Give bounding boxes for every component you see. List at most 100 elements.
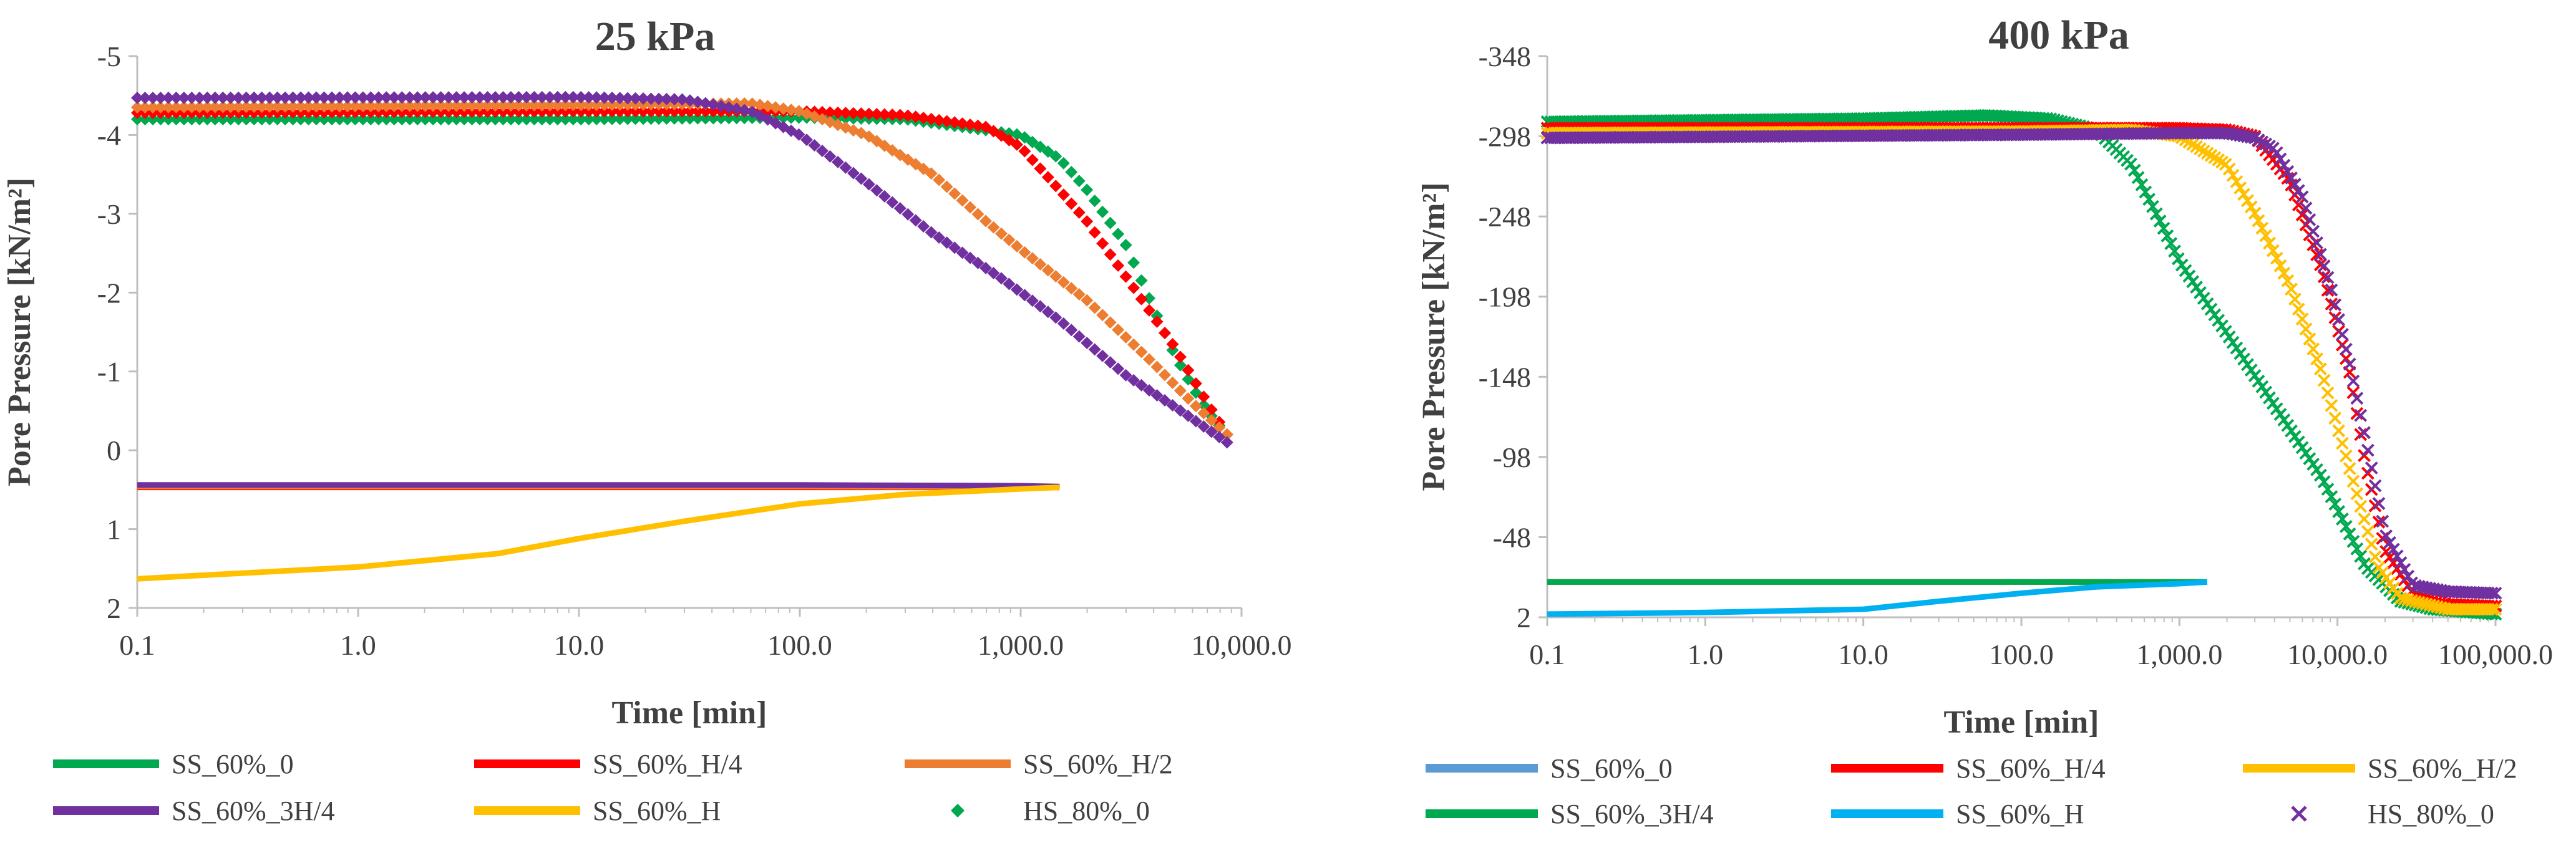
diamond-marker <box>761 100 774 113</box>
diamond-marker <box>504 90 517 104</box>
x-marker <box>2292 302 2305 316</box>
diamond-marker <box>520 99 533 112</box>
diamond-marker <box>1088 195 1101 208</box>
diamond-marker <box>909 110 922 123</box>
x-marker <box>2131 171 2145 185</box>
diamond-marker <box>263 91 276 104</box>
diamond-marker <box>146 113 159 126</box>
diamond-marker <box>528 113 541 126</box>
diamond-marker <box>933 113 946 127</box>
legend-label: SS_60%_H/2 <box>2368 753 2517 784</box>
diamond-marker <box>512 90 525 104</box>
x-marker <box>2321 386 2335 400</box>
x-marker <box>2346 374 2360 388</box>
diamond-marker <box>660 92 673 105</box>
x-marker <box>2313 258 2327 271</box>
x-tick-label: 100.0 <box>767 629 832 661</box>
legend-swatch <box>951 804 965 817</box>
diamond-marker <box>621 92 634 105</box>
diamond-marker <box>566 99 580 112</box>
diamond-marker <box>208 113 221 126</box>
diamond-marker <box>1135 274 1148 287</box>
x-marker <box>2317 373 2331 387</box>
legend-item: SS_60%_3H/4 <box>1426 799 1714 829</box>
chart-title: 400 kPa <box>1988 12 2129 58</box>
x-marker <box>2368 479 2382 493</box>
diamond-marker <box>1034 162 1047 175</box>
diamond-marker <box>1096 349 1109 362</box>
diamond-marker <box>396 91 409 104</box>
diamond-marker <box>465 99 479 112</box>
diamond-marker <box>987 266 1000 279</box>
diamond-marker <box>956 194 969 207</box>
x-marker <box>2313 248 2327 261</box>
diamond-marker <box>559 90 572 104</box>
x-marker <box>2310 236 2323 249</box>
diamond-marker <box>738 112 751 125</box>
diamond-marker <box>839 161 852 174</box>
diamond-marker <box>1119 369 1132 382</box>
chart-1: 400 kPa -348 -298 -248 -198 -148 -98 -48 2 0.1 1.0… <box>1416 12 2553 829</box>
diamond-marker <box>769 101 782 114</box>
diamond-marker <box>629 92 642 105</box>
diamond-marker <box>637 112 650 125</box>
x-marker <box>2394 556 2408 569</box>
x-marker <box>2379 545 2393 559</box>
x-marker <box>2124 157 2137 171</box>
diamond-marker <box>1065 282 1078 295</box>
diamond-marker <box>824 106 837 119</box>
x-marker <box>2313 362 2327 376</box>
diamond-marker <box>785 111 798 124</box>
diamond-marker <box>831 155 844 168</box>
diamond-marker <box>847 107 860 120</box>
x-marker <box>2358 426 2371 440</box>
diamond-marker <box>886 196 899 209</box>
x-marker <box>2346 386 2360 399</box>
diamond-marker <box>497 113 510 126</box>
x-marker <box>2285 282 2298 296</box>
legend-item: SS_60%_0 <box>1426 753 1673 784</box>
diamond-marker <box>964 251 977 264</box>
diamond-marker <box>185 113 198 126</box>
x-marker <box>2153 214 2167 228</box>
diamond-marker <box>964 201 977 214</box>
diamond-marker <box>255 91 268 104</box>
x-marker <box>2321 284 2335 297</box>
x-marker <box>2273 152 2287 166</box>
legend-label: SS_60%_H/4 <box>593 749 742 779</box>
diamond-marker <box>419 113 432 126</box>
x-marker <box>2401 569 2415 583</box>
diamond-marker <box>279 100 292 113</box>
x-marker <box>2164 237 2178 250</box>
diamond-marker <box>294 100 308 113</box>
diamond-marker <box>551 90 564 104</box>
diamond-marker <box>683 112 696 125</box>
diamond-marker <box>411 91 424 104</box>
diamond-marker <box>224 91 237 104</box>
diamond-marker <box>442 91 455 104</box>
y-tick-label: -3 <box>97 198 121 230</box>
diamond-marker <box>582 99 595 112</box>
x-marker <box>2295 208 2309 221</box>
x-marker <box>2142 193 2156 206</box>
diamond-marker <box>1174 359 1187 372</box>
diamond-marker <box>427 99 440 112</box>
diamond-marker <box>1072 206 1086 219</box>
x-marker <box>2485 602 2499 616</box>
diamond-marker <box>279 91 292 104</box>
diamond-marker <box>971 256 984 269</box>
diamond-marker <box>162 100 175 113</box>
diamond-marker <box>1112 362 1125 375</box>
x-marker <box>2339 449 2353 463</box>
diamond-marker <box>458 113 471 126</box>
x-marker <box>2244 200 2258 214</box>
diamond-marker <box>621 112 634 125</box>
diamond-marker <box>427 113 440 126</box>
diamond-marker <box>131 92 143 105</box>
diamond-marker <box>1158 326 1171 339</box>
diamond-marker <box>364 113 377 126</box>
diamond-marker <box>341 100 354 113</box>
x-marker <box>2146 200 2159 213</box>
diamond-marker <box>676 93 689 106</box>
diamond-marker <box>699 105 712 118</box>
